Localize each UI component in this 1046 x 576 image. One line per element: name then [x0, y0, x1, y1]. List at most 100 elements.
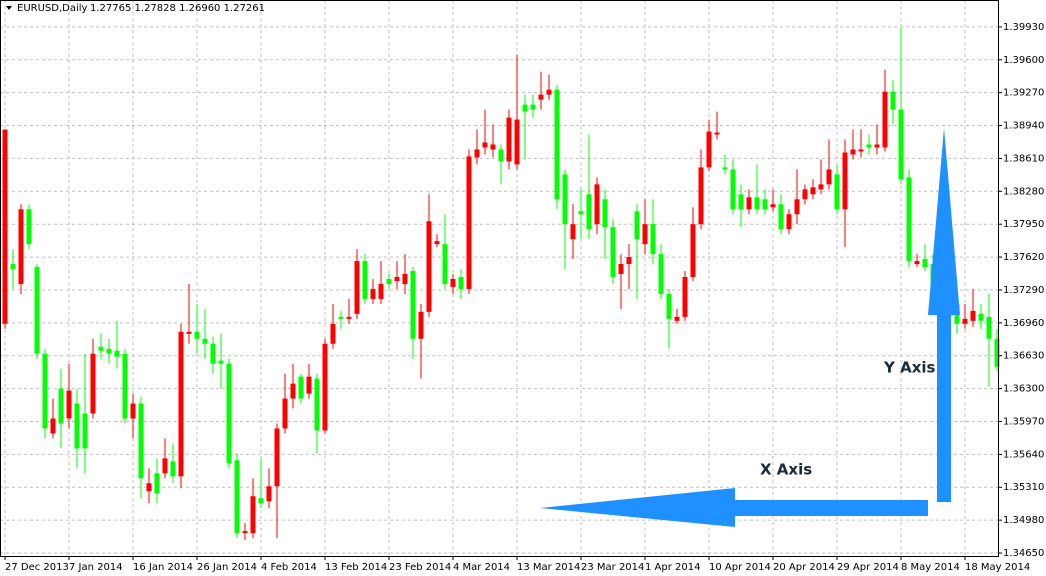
candle-body [714, 132, 720, 135]
candle-body [818, 184, 824, 190]
candle-body [458, 277, 464, 289]
x-tick-label: 10 Apr 2014 [709, 562, 771, 573]
candle-body [82, 413, 88, 449]
candle-body [474, 149, 480, 158]
candle-body [146, 483, 152, 492]
candle-body [866, 144, 872, 148]
x-tick-label: 27 Dec 2013 [5, 562, 69, 573]
candle-body [490, 144, 496, 150]
candle-body [850, 149, 856, 155]
chart-title: EURUSD,Daily [17, 3, 88, 14]
candle-body [554, 89, 560, 200]
header-icon [6, 6, 12, 10]
x-tick-label: 1 Apr 2014 [645, 562, 700, 573]
candle-body [634, 211, 640, 240]
y-tick-label: 1.35310 [1003, 482, 1044, 493]
y-tick-label: 1.37620 [1003, 252, 1044, 263]
candle-body [74, 403, 80, 449]
candle-body [210, 343, 216, 364]
y-tick-label: 1.37290 [1003, 285, 1044, 296]
candle-body [994, 338, 1000, 367]
candle-body [386, 278, 392, 284]
y-tick-label: 1.38610 [1003, 153, 1044, 164]
candle-body [802, 189, 808, 200]
candle-body [690, 224, 696, 278]
candle-body [730, 169, 736, 210]
candle-body [922, 259, 928, 268]
y-tick-label: 1.37950 [1003, 219, 1044, 230]
candle-body [738, 194, 744, 210]
candle-body [674, 316, 680, 321]
candle-body [482, 142, 488, 148]
candle-body [706, 131, 712, 168]
annotations: X Axis Y Axis [540, 128, 960, 527]
candle-body [754, 197, 760, 210]
candle-body [882, 91, 888, 148]
candle-body [290, 383, 296, 399]
candle-body [58, 388, 64, 424]
candle-body [122, 353, 128, 419]
candle-body [650, 224, 656, 255]
candle-body [266, 486, 272, 502]
y-tick-label: 1.38940 [1003, 121, 1044, 132]
candle-body [170, 461, 176, 477]
annotation: Y Axis [883, 359, 936, 377]
candle-body [450, 278, 456, 287]
candle-body [314, 378, 320, 431]
candle-body [786, 214, 792, 230]
candle-body [50, 418, 56, 434]
y-tick-label: 1.34980 [1003, 515, 1044, 526]
candle-body [418, 311, 424, 339]
candle-body [106, 348, 112, 354]
candle-body [426, 221, 432, 312]
y-tick-label: 1.39600 [1003, 55, 1044, 66]
candle-body [234, 460, 240, 534]
candle-body [970, 310, 976, 321]
candle-body [26, 209, 32, 245]
candle-body [642, 224, 648, 245]
candle-body [242, 531, 248, 534]
candle-body [514, 119, 520, 165]
candle-body [834, 174, 840, 210]
candle-body [874, 144, 880, 148]
candle-body [178, 331, 184, 477]
x-tick-label: 13 Mar 2014 [517, 562, 580, 573]
candle-body [658, 254, 664, 294]
x-tick-label: 4 Feb 2014 [261, 562, 317, 573]
x-tick-label: 23 Feb 2014 [389, 562, 451, 573]
x-tick-label: 7 Jan 2014 [69, 562, 123, 573]
y-tick-label: 1.36960 [1003, 318, 1044, 329]
x-tick-label: 20 Apr 2014 [773, 562, 835, 573]
y-tick-label: 1.35970 [1003, 416, 1044, 427]
candle-body [322, 343, 328, 431]
candle-body [250, 496, 256, 534]
y-tick-label: 1.36630 [1003, 351, 1044, 362]
candle-body [962, 318, 968, 324]
candle-body [282, 398, 288, 429]
x-tick-label: 4 Mar 2014 [453, 562, 510, 573]
candle-body [906, 177, 912, 262]
candle-body [394, 277, 400, 281]
y-tick-label: 1.38280 [1003, 186, 1044, 197]
x-tick-label: 26 Jan 2014 [197, 562, 257, 573]
candle-body [330, 323, 336, 344]
candle-body [498, 149, 504, 162]
candle-body [794, 199, 800, 215]
candle-body [978, 313, 984, 321]
plot-area [0, 0, 1000, 556]
candle-body [114, 350, 120, 357]
candle-body [682, 277, 688, 317]
candle-body [66, 390, 72, 419]
candle-body [466, 156, 472, 289]
x-tick-label: 13 Feb 2014 [325, 562, 387, 573]
candle-body [890, 91, 896, 110]
candle-body [770, 204, 776, 208]
candle-body [2, 129, 8, 324]
candle-body [90, 353, 96, 414]
candle-body [18, 209, 24, 284]
candle-body [402, 274, 408, 284]
candle-body [362, 261, 368, 299]
candle-body [570, 224, 576, 240]
candle-body [986, 316, 992, 339]
